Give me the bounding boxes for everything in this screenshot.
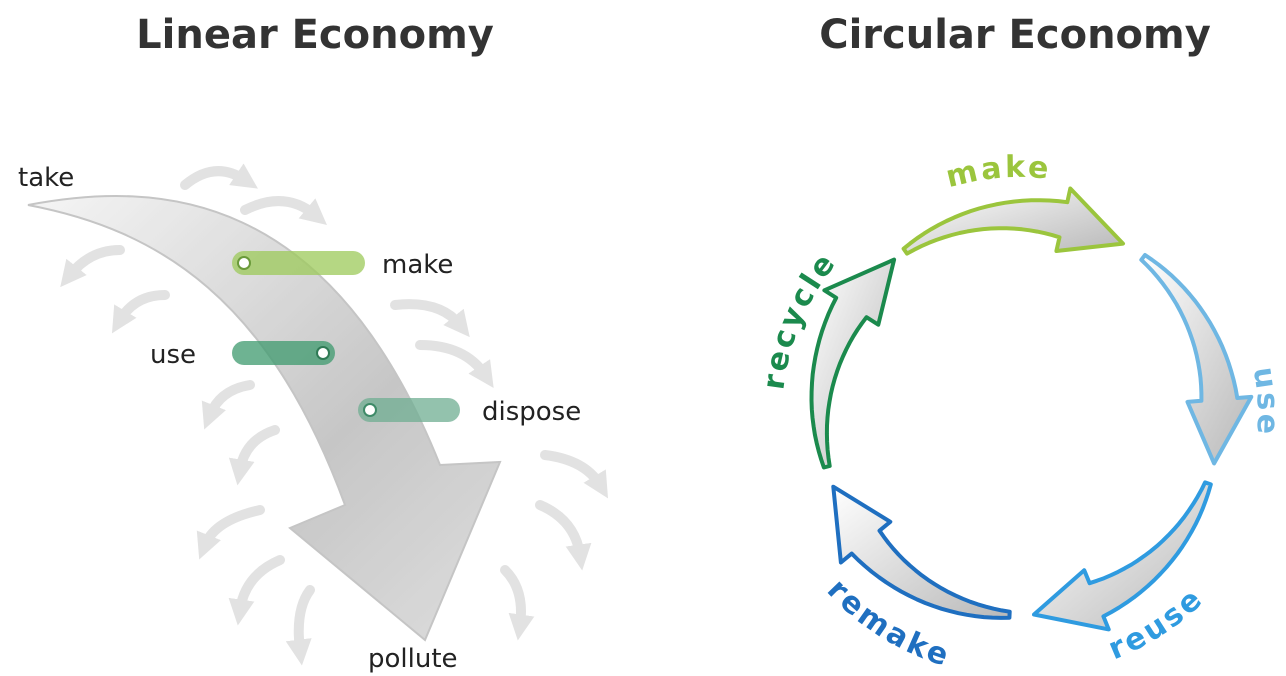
reuse-arrow (1032, 480, 1213, 632)
small-arrow (111, 290, 170, 334)
small-arrow (201, 380, 255, 430)
pollute-label: pollute (368, 644, 458, 674)
circular-use-label: use (1246, 365, 1285, 438)
label-text-path: use (1246, 365, 1282, 438)
use-arrow (1139, 253, 1254, 466)
small-arrow (240, 196, 327, 225)
use-pill (232, 341, 335, 365)
pills (232, 251, 460, 422)
small-arrow (535, 500, 592, 571)
use-label: use (150, 340, 196, 370)
circular-arrows (809, 186, 1254, 632)
circular-title: Circular Economy (819, 12, 1211, 58)
make-pill (232, 251, 365, 275)
small-arrow (415, 340, 494, 388)
small-arrow (228, 425, 280, 486)
small-arrow (285, 585, 315, 666)
linear-arrow (27, 195, 502, 642)
small-arrow (196, 505, 265, 560)
recycle-arrow (809, 257, 897, 470)
dispose-label: dispose (482, 397, 581, 427)
circular-make-label: make (943, 150, 1053, 195)
small-arrow (60, 245, 125, 288)
pill-dot (363, 403, 377, 417)
small-arrows (60, 163, 609, 666)
small-arrow (500, 565, 535, 641)
small-arrow (228, 555, 285, 626)
remake-arrow (831, 484, 1012, 620)
take-label: take (18, 163, 74, 193)
make-label: make (382, 250, 453, 280)
label-text-path: make (943, 150, 1050, 195)
small-arrow (540, 450, 609, 499)
pill-dot (237, 256, 251, 270)
dispose-pill (358, 398, 460, 422)
linear-title: Linear Economy (136, 12, 494, 58)
pill-dot (316, 346, 330, 360)
small-arrow (390, 299, 470, 338)
make-arrow (901, 186, 1125, 256)
small-arrow (180, 163, 258, 190)
